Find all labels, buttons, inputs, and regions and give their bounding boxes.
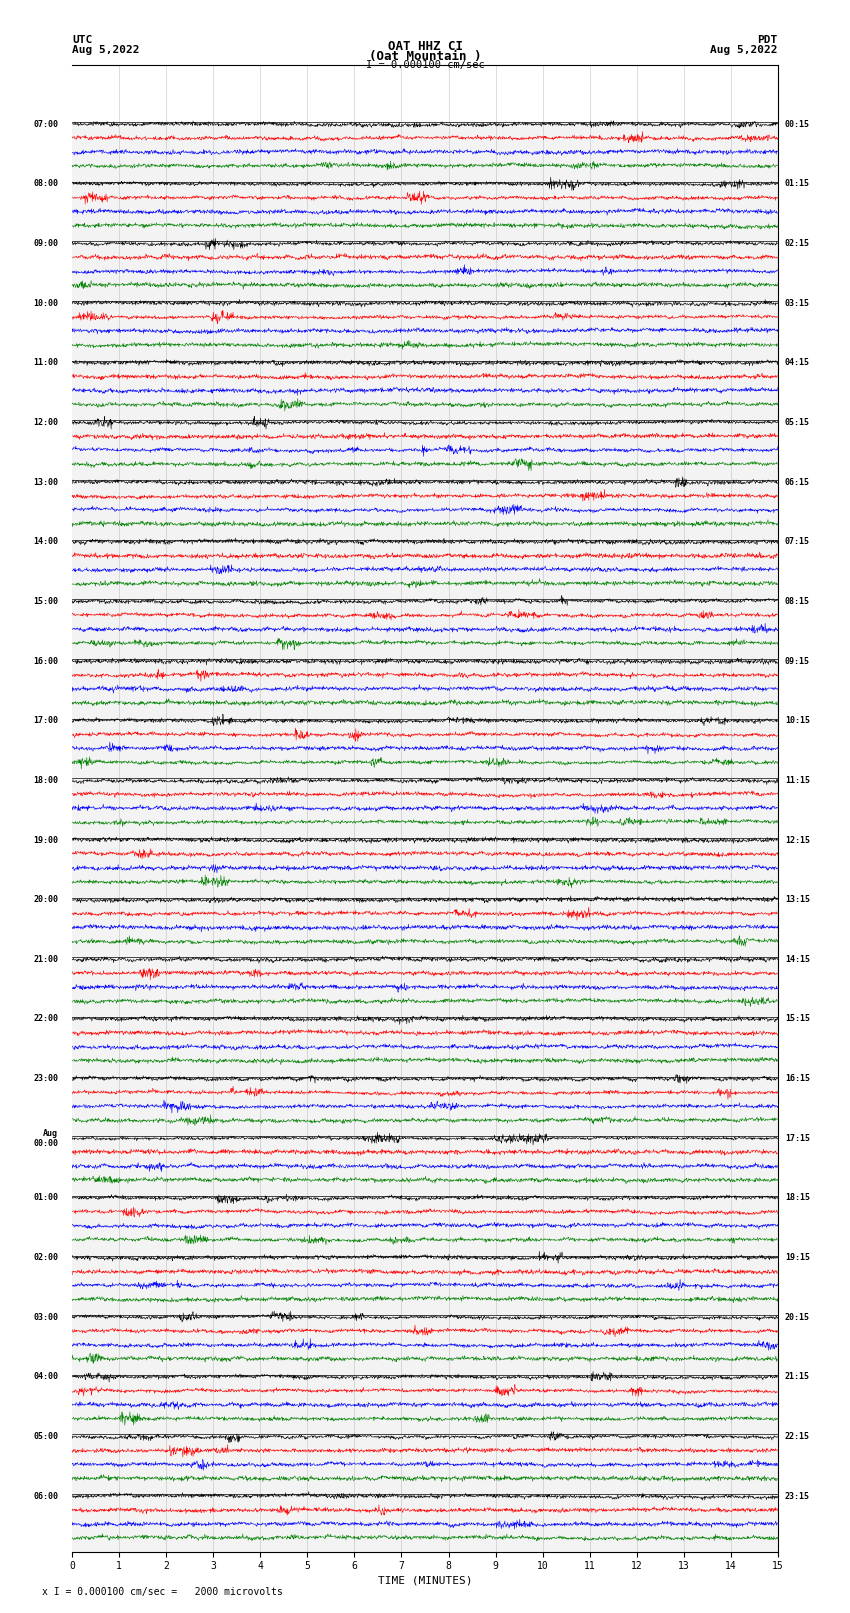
Text: (Oat Mountain ): (Oat Mountain ) [369, 50, 481, 63]
Text: 01:00: 01:00 [33, 1194, 58, 1202]
Bar [72, 481, 778, 540]
Text: 09:00: 09:00 [33, 239, 58, 248]
Text: 16:15: 16:15 [785, 1074, 810, 1084]
Text: 17:00: 17:00 [33, 716, 58, 726]
Text: Aug 5,2022: Aug 5,2022 [72, 45, 139, 55]
Bar [72, 897, 778, 957]
Bar [72, 957, 778, 1016]
Bar [72, 540, 778, 600]
Text: 01:15: 01:15 [785, 179, 810, 189]
Bar [72, 1255, 778, 1315]
Text: 14:15: 14:15 [785, 955, 810, 965]
Text: 22:15: 22:15 [785, 1432, 810, 1440]
Text: 14:00: 14:00 [33, 537, 58, 547]
Text: 08:00: 08:00 [33, 179, 58, 189]
Text: 05:15: 05:15 [785, 418, 810, 427]
Text: 15:15: 15:15 [785, 1015, 810, 1024]
Text: 04:00: 04:00 [33, 1373, 58, 1381]
Text: OAT HHZ CI: OAT HHZ CI [388, 40, 462, 53]
Text: 02:00: 02:00 [33, 1253, 58, 1261]
Text: 04:15: 04:15 [785, 358, 810, 368]
Text: 09:15: 09:15 [785, 656, 810, 666]
Text: 13:15: 13:15 [785, 895, 810, 905]
Text: Aug
00:00: Aug 00:00 [33, 1129, 58, 1148]
Bar [72, 779, 778, 837]
Text: 23:15: 23:15 [785, 1492, 810, 1500]
Text: 13:00: 13:00 [33, 477, 58, 487]
Text: 15:00: 15:00 [33, 597, 58, 606]
Text: 10:00: 10:00 [33, 298, 58, 308]
Bar [72, 1374, 778, 1434]
Text: 05:00: 05:00 [33, 1432, 58, 1440]
Bar [72, 1076, 778, 1136]
Bar [72, 660, 778, 719]
Bar [72, 1315, 778, 1374]
Text: 12:15: 12:15 [785, 836, 810, 845]
Text: 21:00: 21:00 [33, 955, 58, 965]
Bar [72, 1195, 778, 1255]
Bar [72, 1494, 778, 1553]
Bar [72, 719, 778, 779]
Bar [72, 837, 778, 897]
Text: 10:15: 10:15 [785, 716, 810, 726]
Bar [72, 361, 778, 421]
Text: 07:00: 07:00 [33, 119, 58, 129]
Text: 16:00: 16:00 [33, 656, 58, 666]
Text: 18:00: 18:00 [33, 776, 58, 786]
Text: UTC: UTC [72, 35, 93, 45]
Text: 18:15: 18:15 [785, 1194, 810, 1202]
Text: 03:15: 03:15 [785, 298, 810, 308]
Bar [72, 302, 778, 361]
Text: Aug 5,2022: Aug 5,2022 [711, 45, 778, 55]
Text: 06:00: 06:00 [33, 1492, 58, 1500]
Bar [72, 182, 778, 242]
Text: 00:15: 00:15 [785, 119, 810, 129]
Bar [72, 600, 778, 660]
Text: 23:00: 23:00 [33, 1074, 58, 1084]
Bar [72, 123, 778, 182]
Text: 19:15: 19:15 [785, 1253, 810, 1261]
Text: 11:15: 11:15 [785, 776, 810, 786]
Text: 02:15: 02:15 [785, 239, 810, 248]
Text: 08:15: 08:15 [785, 597, 810, 606]
Text: 20:15: 20:15 [785, 1313, 810, 1321]
Text: I = 0.000100 cm/sec: I = 0.000100 cm/sec [366, 60, 484, 69]
Text: 12:00: 12:00 [33, 418, 58, 427]
Text: 19:00: 19:00 [33, 836, 58, 845]
Bar [72, 1016, 778, 1076]
Text: 06:15: 06:15 [785, 477, 810, 487]
Bar [72, 421, 778, 481]
Bar [72, 1434, 778, 1494]
Text: 17:15: 17:15 [785, 1134, 810, 1142]
Text: 21:15: 21:15 [785, 1373, 810, 1381]
Text: 20:00: 20:00 [33, 895, 58, 905]
Bar [72, 1136, 778, 1195]
Bar [72, 242, 778, 302]
Text: 07:15: 07:15 [785, 537, 810, 547]
X-axis label: TIME (MINUTES): TIME (MINUTES) [377, 1576, 473, 1586]
Text: 22:00: 22:00 [33, 1015, 58, 1024]
Text: x I = 0.000100 cm/sec =   2000 microvolts: x I = 0.000100 cm/sec = 2000 microvolts [42, 1587, 283, 1597]
Text: 03:00: 03:00 [33, 1313, 58, 1321]
Text: 11:00: 11:00 [33, 358, 58, 368]
Text: PDT: PDT [757, 35, 778, 45]
